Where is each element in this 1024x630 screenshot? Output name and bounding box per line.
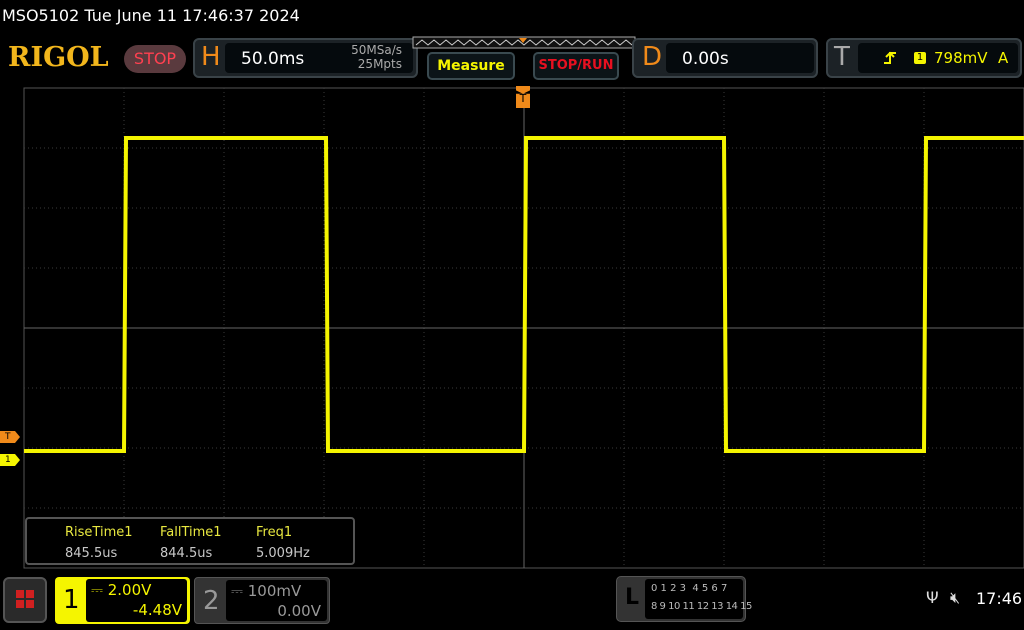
grid-menu-icon: [16, 590, 34, 608]
horizontal-panel[interactable]: H 50.0ms 50MSa/s 25Mpts: [193, 38, 418, 78]
window-title: MSO5102 Tue June 11 17:46:37 2024: [2, 6, 300, 25]
logic-panel[interactable]: L 0 1 2 3 4 5 6 7 8 9 10 11 12 13 14 15: [616, 576, 752, 622]
dc-coupling-icon: ⎓: [231, 582, 248, 600]
channel-scale: 100mV: [247, 582, 302, 600]
logic-channels-8-15: 8 9 10 11 12 13 14 15: [651, 601, 752, 612]
rigol-logo: RIGOL: [8, 42, 109, 73]
channel2-panel[interactable]: 2 ⎓ 100mV 0.00V: [194, 577, 330, 624]
sample-rate: 50MSa/s: [351, 43, 402, 57]
trigger-label: T: [834, 42, 850, 72]
channel1-panel[interactable]: 1 ⎓ 2.00V -4.48V: [55, 577, 190, 624]
waveform-overview[interactable]: [412, 36, 636, 50]
channel1-trace: [24, 136, 1024, 453]
rising-edge-icon: [884, 51, 896, 64]
logic-label: L: [625, 585, 640, 610]
delay-panel[interactable]: D 0.00s: [632, 38, 818, 78]
trigger-position-marker[interactable]: T: [516, 86, 530, 108]
logic-channels-0-7: 0 1 2 3 4 5 6 7: [651, 583, 728, 594]
channel-id: 1: [63, 585, 80, 615]
delay-value: 0.00s: [682, 49, 729, 69]
measurement-panel[interactable]: RiseTime1 FallTime1 Freq1 845.5us 844.5u…: [25, 517, 355, 565]
horizontal-label: H: [201, 42, 221, 72]
channel-id: 2: [203, 586, 220, 616]
status-clock: 17:46: [976, 589, 1023, 608]
waveform-display[interactable]: [0, 86, 1024, 570]
trigger-source: 1: [914, 52, 926, 64]
delay-label: D: [642, 42, 663, 72]
trigger-panel[interactable]: T 1 798mV A: [826, 38, 1022, 78]
trigger-position-icon: [519, 38, 527, 43]
channel-offset: -4.48V: [132, 601, 182, 619]
measure-value: 845.5us: [65, 546, 118, 561]
run-state-badge[interactable]: STOP: [124, 45, 186, 73]
dc-coupling-icon: ⎓: [91, 581, 108, 599]
measure-value: 844.5us: [160, 546, 213, 561]
trigger-level: 798mV: [934, 49, 988, 67]
trigger-level-marker[interactable]: T: [0, 431, 20, 443]
trigger-mode: A: [998, 49, 1009, 67]
measure-button[interactable]: Measure: [427, 52, 515, 80]
timebase-value: 50.0ms: [241, 49, 305, 69]
measure-header: RiseTime1: [65, 525, 133, 540]
measure-header: Freq1: [256, 525, 293, 540]
measure-value: 5.009Hz: [256, 546, 310, 561]
stop-run-button[interactable]: STOP/RUN: [533, 52, 619, 80]
channel-offset: 0.00V: [277, 602, 321, 620]
memory-depth: 25Mpts: [357, 57, 402, 71]
measure-header: FallTime1: [160, 525, 222, 540]
channel-scale: 2.00V: [107, 581, 152, 599]
app-menu-button[interactable]: [3, 577, 47, 623]
mute-icon[interactable]: 🔇︎: [950, 588, 961, 607]
channel1-offset-marker[interactable]: 1: [0, 454, 20, 466]
usb-icon: Ψ: [926, 588, 939, 607]
